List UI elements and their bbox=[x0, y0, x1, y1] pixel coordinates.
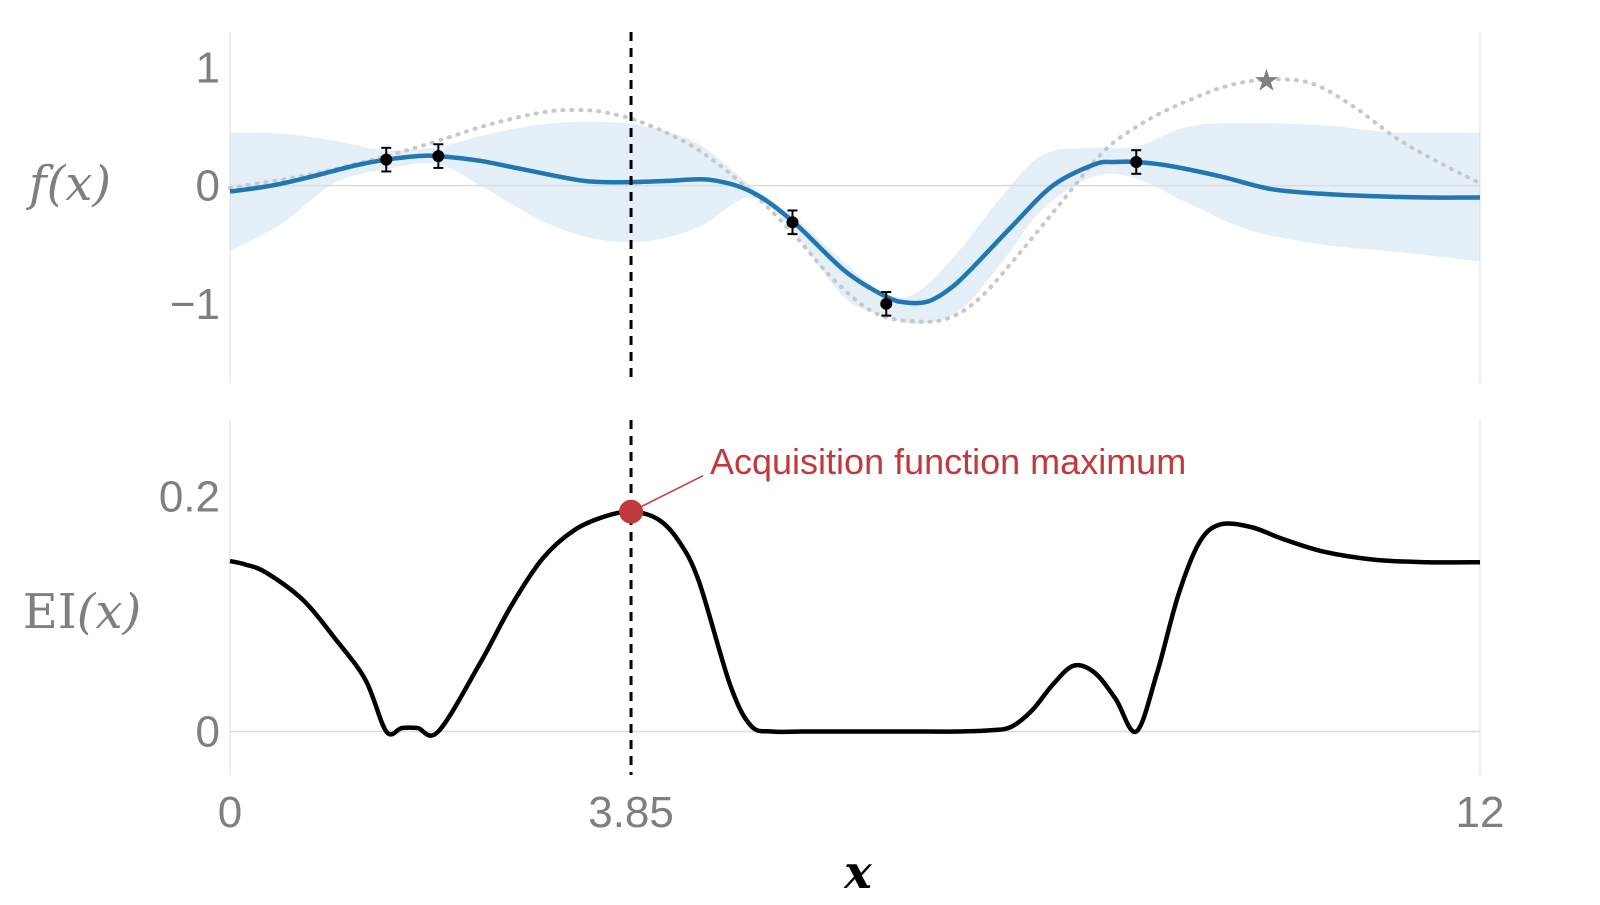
maximum-star-icon: ★ bbox=[1253, 63, 1280, 98]
bottom-y-axis-title-arg: (x) bbox=[77, 584, 142, 640]
confidence-band bbox=[230, 121, 1480, 324]
annotation-pointer bbox=[638, 475, 704, 509]
observation-dot bbox=[380, 153, 393, 166]
observation-dot bbox=[880, 297, 893, 310]
true-function-line bbox=[228, 77, 1482, 324]
top-panel: ★ 1 0 −1 bbox=[170, 32, 1482, 383]
observation-dot bbox=[1130, 156, 1143, 168]
annotation-label: Acquisition function maximum bbox=[710, 441, 1186, 482]
top-y-tick-label: 0 bbox=[196, 162, 220, 211]
bottom-panel: 0.2 0 0 3.85 12 bbox=[159, 420, 1505, 837]
observation-point bbox=[1130, 149, 1143, 175]
bottom-y-tick-label: 0 bbox=[196, 708, 220, 757]
observation-dot bbox=[786, 216, 799, 229]
x-axis-title: x bbox=[843, 845, 872, 899]
top-y-tick-label: −1 bbox=[170, 280, 220, 329]
x-tick-label: 0 bbox=[218, 788, 242, 837]
x-tick-label: 12 bbox=[1456, 788, 1505, 837]
bottom-y-axis-title-prefix: EI bbox=[23, 584, 77, 640]
observation-point bbox=[786, 209, 799, 236]
bottom-y-axis-title: EI(x) bbox=[23, 584, 142, 640]
acquisition-max-marker bbox=[619, 499, 644, 524]
top-y-tick-label: 1 bbox=[196, 43, 220, 92]
observation-point bbox=[432, 143, 445, 169]
x-tick-label: 3.85 bbox=[588, 788, 674, 837]
observation-dot bbox=[432, 150, 445, 163]
top-y-axis-title: f(x) bbox=[26, 156, 111, 212]
ei-line bbox=[229, 509, 1481, 738]
bottom-y-tick-label: 0.2 bbox=[159, 472, 220, 521]
observation-point bbox=[380, 146, 393, 173]
observation-point bbox=[880, 291, 893, 317]
